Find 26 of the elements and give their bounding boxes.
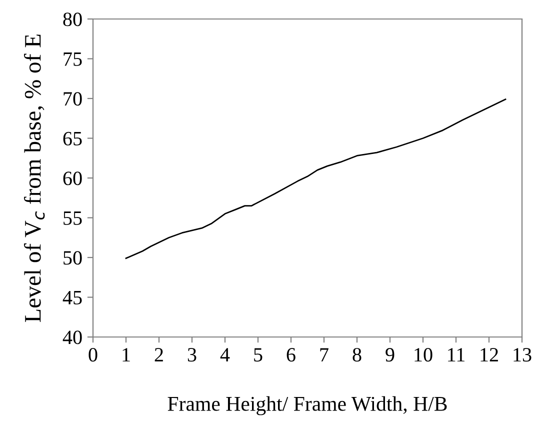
x-tick-label: 5 [254,348,262,362]
x-tick-label: 8 [352,348,362,362]
x-tick-label: 11 [448,348,464,362]
x-axis-title: Frame Height/ Frame Width, H/B [168,396,447,416]
y-axis-title: Level of V$_{c}$ from base, % of E [24,34,45,322]
y-tick-label: 40 [62,330,82,344]
x-tick-label: 1 [122,348,130,362]
y-tick-label: 75 [64,52,82,66]
x-tick-label: 2 [154,348,163,362]
y-tick-label: 55 [64,212,82,225]
x-tick-label: 9 [386,348,394,362]
y-tick-label: 80 [63,12,82,26]
x-tick-label: 10 [414,348,432,362]
x-tick-label: 4 [220,348,230,362]
x-tick-label: 0 [88,348,98,362]
x-tick-label: 7 [320,348,328,362]
x-tick-label: 12 [480,348,498,362]
y-tick-label: 60 [63,172,82,186]
x-tick-label: 6 [286,348,296,362]
x-tick-label: 3 [188,348,196,362]
x-tick-label: 13 [514,348,532,362]
y-tick-label: 45 [62,290,82,304]
y-tick-label: 70 [64,92,82,106]
y-tick-label: 50 [64,251,82,265]
y-tick-label: 65 [63,132,82,146]
line-series [125,98,506,259]
